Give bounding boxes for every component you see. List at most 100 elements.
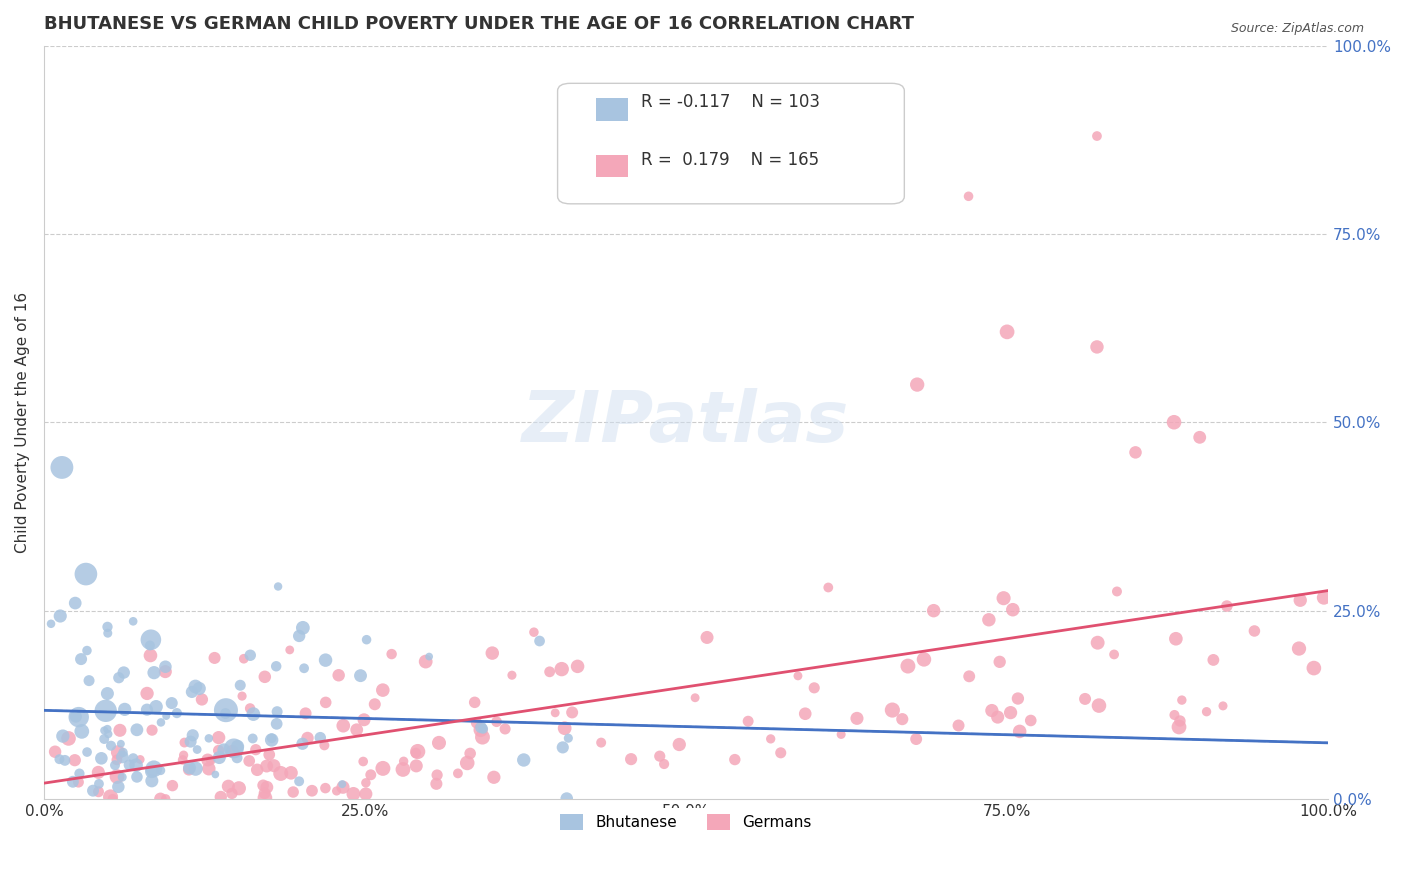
Point xyxy=(166,706,188,720)
Point xyxy=(112,665,135,680)
Point xyxy=(51,460,73,475)
Point xyxy=(222,741,245,756)
Point xyxy=(464,695,486,709)
Point xyxy=(1102,648,1125,662)
Point xyxy=(1000,706,1022,720)
Point xyxy=(70,652,93,666)
Point xyxy=(882,703,904,717)
Point xyxy=(980,704,1002,718)
Point xyxy=(501,668,523,682)
Point xyxy=(179,761,201,775)
Point xyxy=(188,681,211,696)
Point xyxy=(922,604,945,618)
Point xyxy=(544,706,567,720)
Point xyxy=(456,756,478,770)
Point xyxy=(266,716,288,731)
Point xyxy=(263,758,285,772)
Point xyxy=(1007,691,1029,706)
Point xyxy=(280,765,302,780)
Point xyxy=(160,696,183,710)
Point xyxy=(567,659,589,673)
Point xyxy=(111,750,134,764)
Point xyxy=(139,632,162,647)
Point xyxy=(482,770,505,784)
Point xyxy=(94,704,117,718)
Point xyxy=(122,751,145,765)
Point xyxy=(180,734,202,748)
Point xyxy=(87,785,110,799)
Point xyxy=(309,731,332,745)
Point xyxy=(591,736,613,750)
FancyBboxPatch shape xyxy=(596,155,628,178)
Point xyxy=(288,629,311,643)
Point xyxy=(283,785,305,799)
Point xyxy=(325,784,347,798)
Point xyxy=(96,687,118,701)
Text: Source: ZipAtlas.com: Source: ZipAtlas.com xyxy=(1230,22,1364,36)
Point xyxy=(75,567,97,582)
Point xyxy=(173,748,195,763)
Point xyxy=(58,731,80,746)
Point xyxy=(141,773,163,788)
Point xyxy=(803,681,825,695)
Point xyxy=(221,786,243,800)
Point xyxy=(253,786,276,800)
Point xyxy=(360,768,382,782)
Point xyxy=(212,743,235,757)
Point xyxy=(1288,641,1310,656)
Point xyxy=(209,789,232,804)
Point xyxy=(948,718,970,732)
Point xyxy=(472,722,495,736)
Point xyxy=(332,719,354,733)
Point xyxy=(97,626,120,640)
Point xyxy=(221,744,243,758)
Point xyxy=(49,609,72,624)
Point xyxy=(470,720,492,734)
Point xyxy=(267,579,290,593)
Point xyxy=(97,727,120,741)
Point xyxy=(648,749,671,764)
Point xyxy=(891,712,914,726)
Point xyxy=(226,739,249,754)
Point xyxy=(226,751,249,765)
Point xyxy=(217,779,239,793)
Point xyxy=(136,703,159,717)
Point xyxy=(136,686,159,700)
Point xyxy=(76,643,98,657)
Point xyxy=(242,731,264,746)
Point xyxy=(470,723,492,737)
Point xyxy=(346,723,368,737)
Point xyxy=(278,643,301,657)
Point xyxy=(208,731,231,745)
Point xyxy=(200,753,222,767)
Point xyxy=(63,753,86,767)
Point xyxy=(364,698,387,712)
Point xyxy=(652,757,675,772)
Point xyxy=(905,732,928,747)
Point xyxy=(352,755,374,769)
Point xyxy=(77,673,100,688)
Point xyxy=(242,707,264,722)
Point xyxy=(214,706,236,721)
Point xyxy=(1125,445,1147,459)
Point xyxy=(1164,632,1187,646)
Point xyxy=(228,781,250,796)
Point xyxy=(141,764,163,779)
Point xyxy=(44,745,66,759)
Point xyxy=(1216,599,1239,613)
Point xyxy=(817,581,839,595)
Point xyxy=(529,634,551,648)
Point xyxy=(125,723,148,737)
Point xyxy=(1087,636,1109,650)
Point xyxy=(787,669,810,683)
Point xyxy=(39,616,62,631)
Legend: Bhutanese, Germans: Bhutanese, Germans xyxy=(554,808,818,837)
Point xyxy=(427,736,450,750)
Point xyxy=(172,753,194,767)
Point xyxy=(465,715,488,730)
Point xyxy=(155,709,177,723)
Point xyxy=(139,639,162,653)
Point xyxy=(70,724,93,739)
Point xyxy=(392,754,415,768)
Point xyxy=(53,753,76,767)
